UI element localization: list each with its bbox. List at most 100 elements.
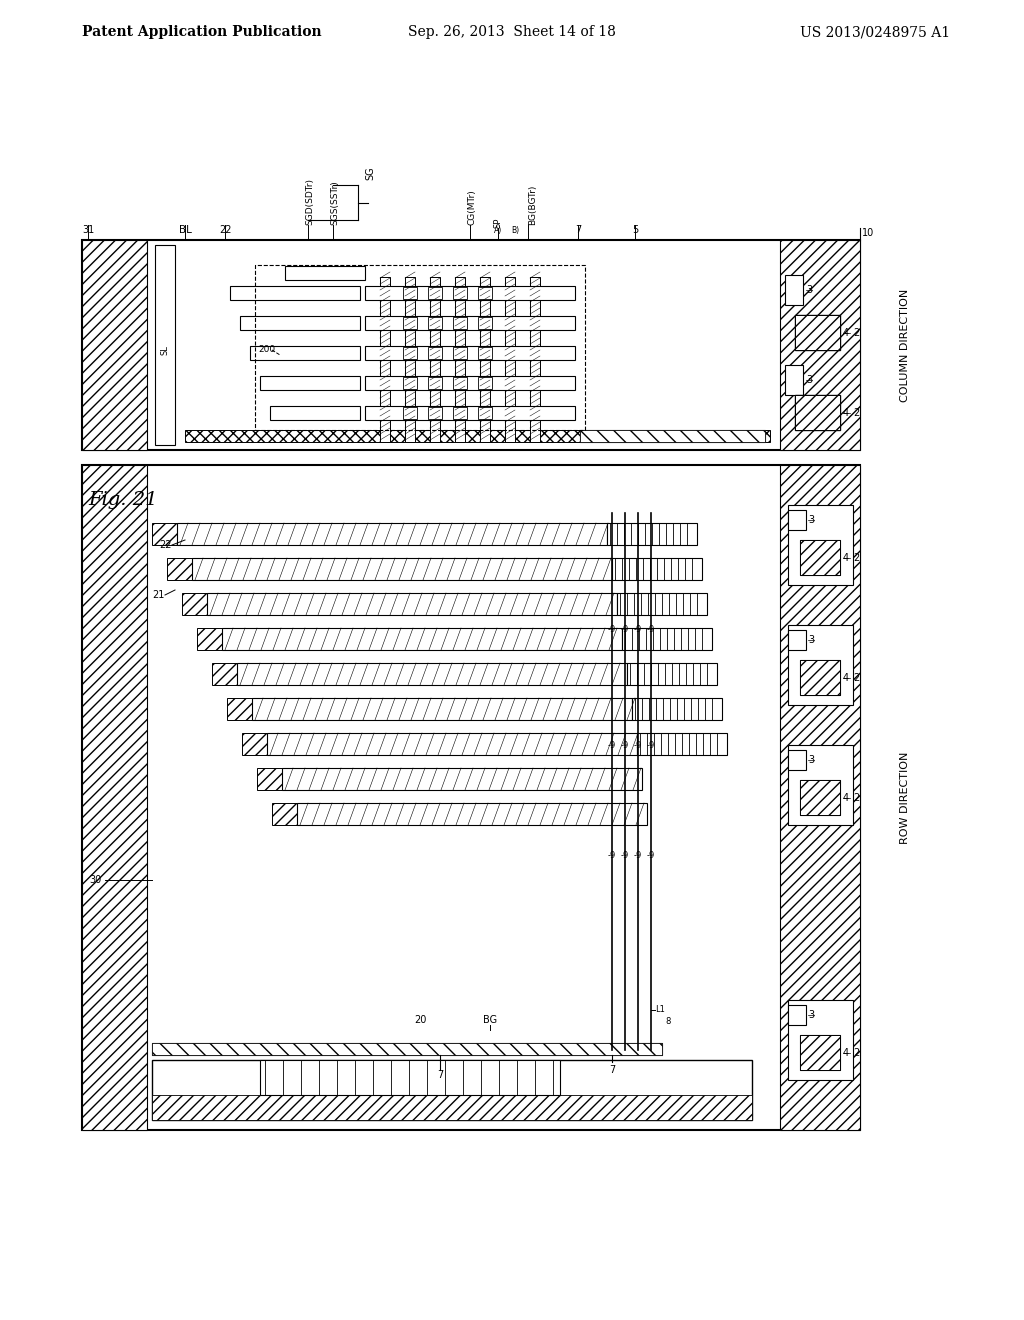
Text: -9: -9 — [647, 626, 655, 635]
Bar — [212, 663, 237, 685]
Bar — [177, 523, 607, 545]
Bar — [406, 277, 415, 442]
Bar — [403, 317, 417, 329]
Bar — [632, 698, 722, 719]
Bar — [795, 315, 840, 350]
Bar — [365, 315, 575, 330]
Bar — [800, 1035, 840, 1071]
Bar — [380, 277, 390, 442]
Text: BG: BG — [483, 1015, 497, 1026]
Text: 2: 2 — [853, 408, 859, 418]
Bar — [453, 286, 467, 300]
Bar — [152, 1060, 752, 1119]
Text: Patent Application Publication: Patent Application Publication — [82, 25, 322, 40]
Text: -9: -9 — [647, 741, 655, 750]
Bar — [222, 628, 622, 649]
Bar — [207, 593, 617, 615]
Text: 22: 22 — [159, 540, 171, 550]
Bar — [580, 430, 765, 442]
Bar — [197, 628, 222, 649]
Bar — [365, 376, 575, 389]
Bar — [152, 1096, 752, 1119]
Bar — [428, 286, 442, 300]
Text: SP: SP — [494, 218, 503, 228]
Bar — [237, 663, 627, 685]
Bar — [403, 286, 417, 300]
Text: 21: 21 — [152, 590, 164, 601]
Text: 3: 3 — [806, 285, 812, 294]
Text: 22: 22 — [219, 224, 231, 235]
Bar — [285, 267, 365, 280]
Text: BL: BL — [178, 224, 191, 235]
Bar — [795, 395, 840, 430]
Bar — [185, 430, 770, 442]
Text: 5: 5 — [632, 224, 638, 235]
Bar — [428, 378, 442, 389]
Bar — [250, 346, 360, 360]
Bar — [478, 286, 492, 300]
Bar — [240, 315, 360, 330]
Bar — [260, 376, 360, 389]
Bar — [617, 593, 707, 615]
Bar — [403, 347, 417, 359]
Text: -9: -9 — [621, 741, 629, 750]
Bar — [612, 558, 702, 579]
Bar — [478, 407, 492, 418]
Bar — [255, 265, 585, 430]
Bar — [800, 540, 840, 576]
Text: 4: 4 — [843, 1048, 849, 1059]
Bar — [82, 240, 860, 450]
Bar — [365, 407, 575, 420]
Bar — [152, 523, 177, 545]
Text: -9: -9 — [634, 626, 642, 635]
Bar — [453, 378, 467, 389]
Bar — [478, 347, 492, 359]
Text: 2: 2 — [853, 793, 859, 803]
Text: -9: -9 — [634, 850, 642, 859]
Bar — [780, 465, 860, 1130]
Bar — [272, 803, 297, 825]
Text: 2: 2 — [853, 553, 859, 564]
Bar — [297, 803, 647, 825]
Text: 3: 3 — [806, 375, 812, 385]
Bar — [428, 317, 442, 329]
Text: Sep. 26, 2013  Sheet 14 of 18: Sep. 26, 2013 Sheet 14 of 18 — [408, 25, 616, 40]
Text: 7: 7 — [609, 1065, 615, 1074]
Text: 3: 3 — [808, 1010, 814, 1020]
Bar — [252, 698, 632, 719]
Bar — [800, 540, 840, 576]
Bar — [788, 630, 806, 649]
Bar — [800, 660, 840, 696]
Bar — [637, 733, 727, 755]
Text: SG: SG — [365, 166, 375, 180]
Bar — [453, 317, 467, 329]
Text: SGS(SSTr): SGS(SSTr) — [330, 181, 339, 224]
Bar — [480, 277, 490, 442]
Text: 4: 4 — [843, 553, 849, 564]
Text: -9: -9 — [647, 850, 655, 859]
Text: -9: -9 — [621, 850, 629, 859]
Bar — [800, 780, 840, 814]
Bar — [455, 277, 465, 442]
Text: B): B) — [511, 226, 519, 235]
Bar — [403, 378, 417, 389]
Text: 200: 200 — [258, 346, 275, 355]
Bar — [227, 698, 252, 719]
Bar — [478, 378, 492, 389]
Text: 7: 7 — [574, 224, 582, 235]
Bar — [788, 1001, 853, 1080]
Text: 4: 4 — [843, 673, 849, 682]
Bar — [453, 347, 467, 359]
Bar — [788, 1005, 806, 1026]
Bar — [800, 1035, 840, 1071]
Text: 4: 4 — [843, 408, 849, 418]
Text: CG(MTr): CG(MTr) — [467, 189, 476, 224]
Text: 3: 3 — [808, 635, 814, 645]
Bar — [627, 663, 717, 685]
Text: 10: 10 — [862, 228, 874, 238]
Text: US 2013/0248975 A1: US 2013/0248975 A1 — [800, 25, 950, 40]
Text: 4: 4 — [843, 793, 849, 803]
Text: 7: 7 — [437, 1071, 443, 1080]
Text: 3: 3 — [808, 515, 814, 525]
Bar — [82, 465, 147, 1130]
